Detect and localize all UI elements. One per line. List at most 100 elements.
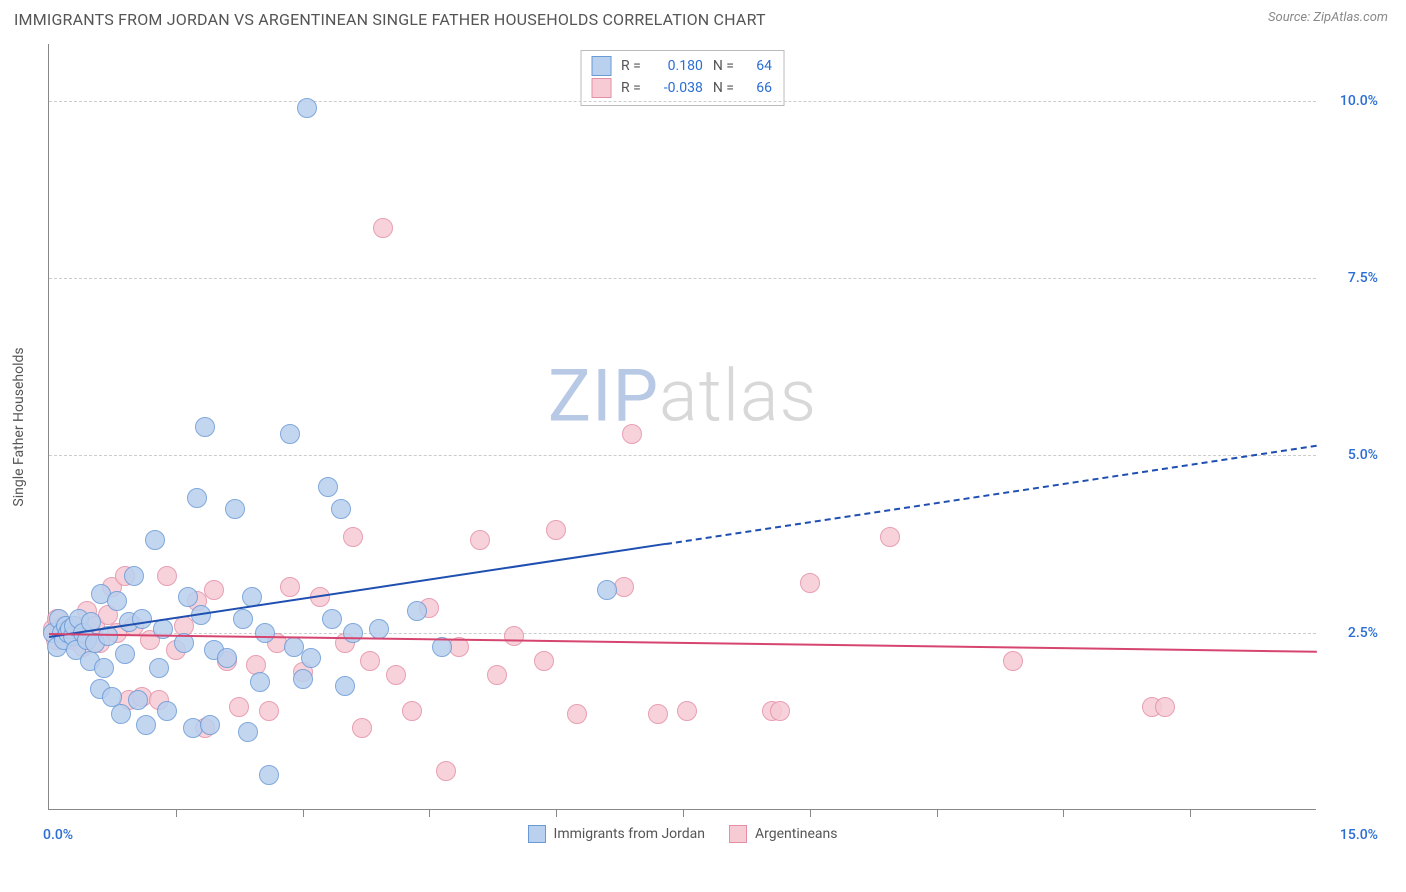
jordan-point — [233, 609, 253, 629]
argentina-legend-swatch — [729, 825, 747, 843]
argentina-point — [470, 530, 490, 550]
jordan-legend-swatch — [528, 825, 546, 843]
argentina-point — [534, 651, 554, 671]
jordan-point — [107, 591, 127, 611]
argentina-point — [546, 520, 566, 540]
jordan-point — [132, 609, 152, 629]
jordan-point — [301, 648, 321, 668]
y-tick-label: 2.5% — [1348, 625, 1378, 641]
jordan-point — [111, 704, 131, 724]
argentina-point — [352, 718, 372, 738]
gridline — [49, 101, 1316, 102]
plot-area: Single Father Households ZIPatlas R =0.1… — [48, 44, 1316, 810]
jordan-point — [250, 672, 270, 692]
jordan-point — [331, 499, 351, 519]
x-tick — [429, 809, 430, 817]
y-axis-label: Single Father Households — [11, 347, 27, 506]
argentina-point — [280, 577, 300, 597]
argentina-point — [157, 566, 177, 586]
argentina-point — [677, 701, 697, 721]
jordan-point — [297, 98, 317, 118]
correlation-stats-legend: R =0.180N =64R = -0.038 N = 66 — [580, 50, 785, 106]
argentina-point — [204, 580, 224, 600]
jordan-point — [157, 701, 177, 721]
argentina-point — [648, 704, 668, 724]
x-axis-series-legend: Immigrants from Jordan Argentineans — [528, 825, 838, 843]
jordan-point — [94, 658, 114, 678]
argentina-point — [229, 697, 249, 717]
argentina-point — [487, 665, 507, 685]
argentina-point — [800, 573, 820, 593]
jordan-point — [217, 648, 237, 668]
legend-label: Immigrants from Jordan — [554, 826, 706, 842]
argentina-point — [880, 527, 900, 547]
jordan-point — [115, 644, 135, 664]
stats-row-argentina: R = -0.038 N = 66 — [591, 77, 772, 99]
argentina-point — [1003, 651, 1023, 671]
argentina-point — [614, 577, 634, 597]
jordan-point — [597, 580, 617, 600]
jordan-point — [322, 609, 342, 629]
jordan-point — [124, 566, 144, 586]
argentina-point — [373, 218, 393, 238]
jordan-point — [369, 619, 389, 639]
x-tick — [810, 809, 811, 817]
argentina-point — [504, 626, 524, 646]
stats-row-jordan: R =0.180N =64 — [591, 55, 772, 77]
jordan-trendline-extrapolated — [666, 445, 1317, 545]
jordan-point — [145, 530, 165, 550]
argentina-point — [386, 665, 406, 685]
argentina-point — [1155, 697, 1175, 717]
gridline — [49, 633, 1316, 634]
jordan-point — [178, 587, 198, 607]
jordan-point — [318, 477, 338, 497]
chart-title: IMMIGRANTS FROM JORDAN VS ARGENTINEAN SI… — [14, 10, 766, 29]
x-tick — [683, 809, 684, 817]
jordan-point — [149, 658, 169, 678]
x-tick — [937, 809, 938, 817]
jordan-point — [259, 765, 279, 785]
chart-container: Single Father Households ZIPatlas R =0.1… — [48, 44, 1388, 844]
jordan-point — [280, 424, 300, 444]
y-tick-label: 10.0% — [1340, 93, 1378, 109]
r-value: -0.038 — [651, 77, 703, 99]
jordan-point — [200, 715, 220, 735]
watermark: ZIPatlas — [548, 353, 817, 438]
x-origin-label: 0.0% — [43, 827, 73, 843]
r-label: R = — [621, 77, 641, 99]
jordan-point — [255, 623, 275, 643]
argentina-point — [360, 651, 380, 671]
argentina-point — [343, 527, 363, 547]
legend-item-jordan: Immigrants from Jordan — [528, 825, 706, 843]
argentina-point — [770, 701, 790, 721]
argentina-point — [246, 655, 266, 675]
jordan-point — [187, 488, 207, 508]
jordan-point — [293, 669, 313, 689]
gridline — [49, 278, 1316, 279]
jordan-point — [238, 722, 258, 742]
legend-item-argentina: Argentineans — [729, 825, 837, 843]
gridline — [49, 455, 1316, 456]
x-tick — [556, 809, 557, 817]
jordan-swatch — [591, 56, 611, 76]
jordan-point — [195, 417, 215, 437]
argentina-point — [402, 701, 422, 721]
n-label: N = — [713, 77, 734, 99]
jordan-point — [335, 676, 355, 696]
argentina-point — [622, 424, 642, 444]
jordan-point — [136, 715, 156, 735]
n-value: 66 — [744, 77, 772, 99]
r-label: R = — [621, 55, 641, 77]
jordan-point — [407, 601, 427, 621]
x-max-label: 15.0% — [1340, 827, 1378, 843]
y-tick-label: 7.5% — [1348, 270, 1378, 286]
n-label: N = — [713, 55, 734, 77]
jordan-point — [343, 623, 363, 643]
x-tick — [303, 809, 304, 817]
argentina-point — [259, 701, 279, 721]
argentina-trendline — [49, 633, 1317, 653]
argentina-swatch — [591, 78, 611, 98]
argentina-point — [567, 704, 587, 724]
source-attribution: Source: ZipAtlas.com — [1268, 10, 1388, 25]
x-tick — [176, 809, 177, 817]
